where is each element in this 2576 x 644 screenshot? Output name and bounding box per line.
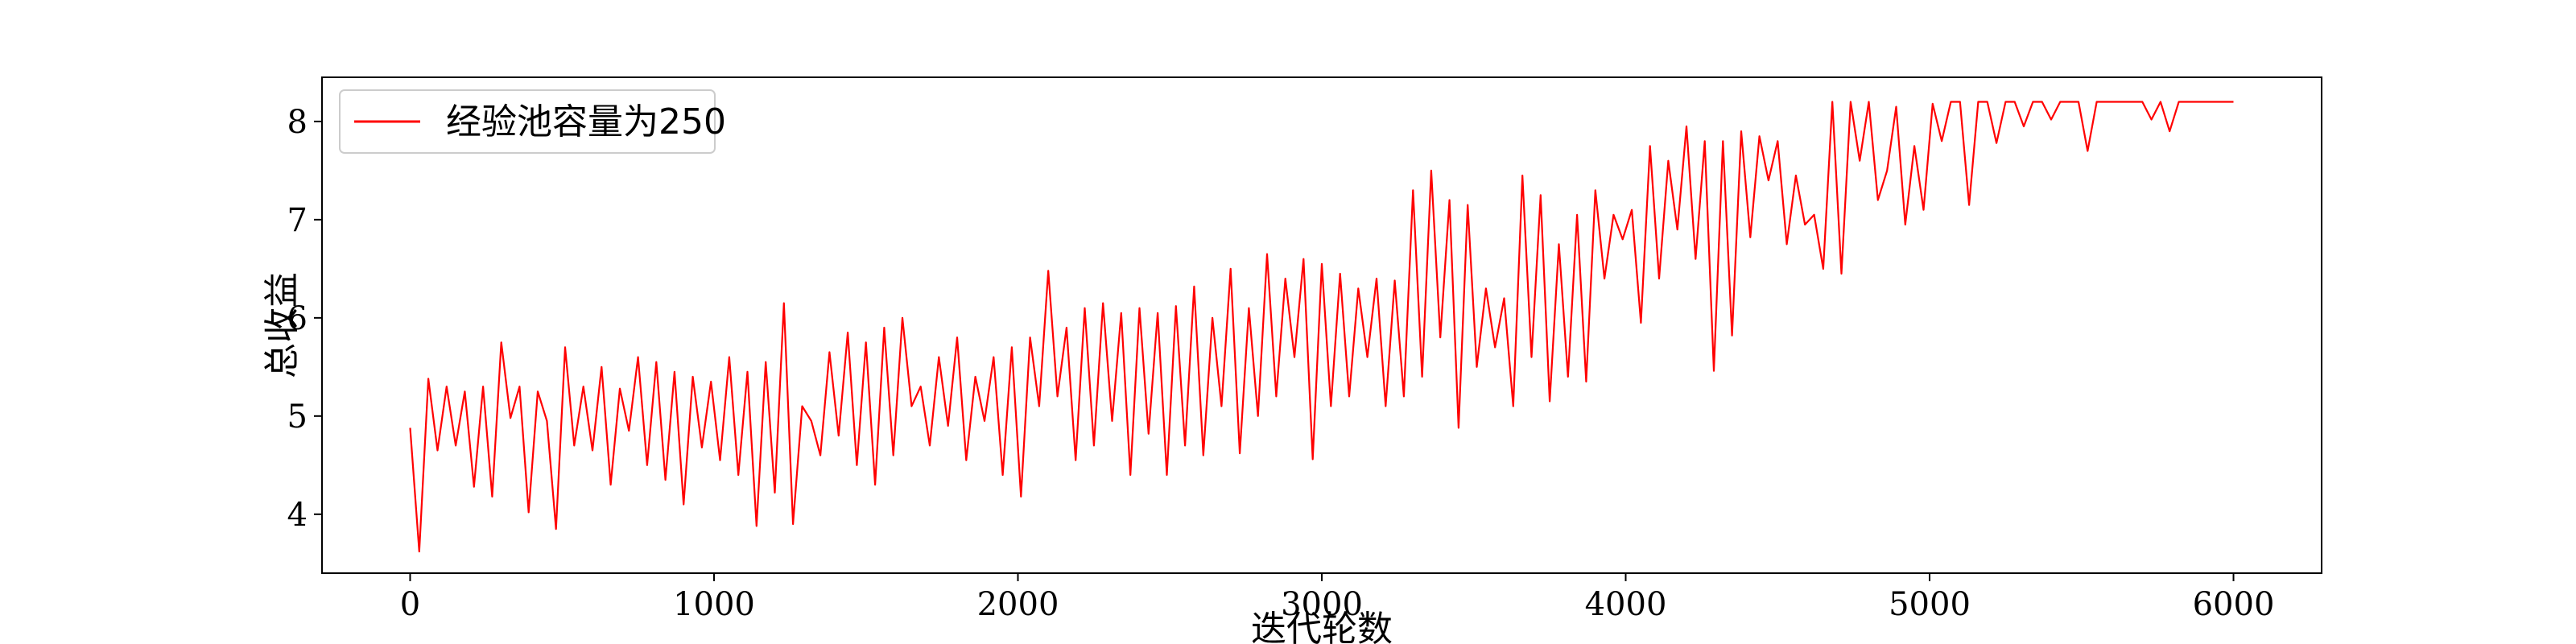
x-tick-label: 4000	[1585, 586, 1667, 623]
legend-label: 经验池容量为250	[446, 101, 726, 142]
series-line-0	[409, 101, 2234, 553]
y-tick-label: 4	[287, 497, 308, 534]
x-tick-label: 1000	[673, 586, 755, 623]
y-tick-label: 5	[287, 398, 308, 436]
y-axis: 4 5 6 7 8	[287, 104, 322, 534]
x-tick-label: 3000	[1281, 586, 1363, 623]
x-tick-label: 6000	[2193, 586, 2275, 623]
x-tick-label: 5000	[1889, 586, 1971, 623]
x-axis: 0 1000 2000 3000 4000 5000 6000	[400, 573, 2275, 623]
x-tick-label: 0	[400, 586, 420, 623]
legend-box	[339, 89, 716, 154]
y-tick-label: 7	[287, 202, 308, 239]
legend: 经验池容量为250	[339, 89, 726, 154]
x-axis-title: 迭代轮数	[1251, 609, 1393, 644]
series-layer	[409, 101, 2234, 553]
x-tick-label: 2000	[977, 586, 1059, 623]
y-axis-title: 总收益	[262, 272, 303, 378]
y-tick-label: 6	[287, 300, 308, 337]
y-tick-label: 8	[287, 104, 308, 141]
plot-area	[322, 77, 2322, 573]
